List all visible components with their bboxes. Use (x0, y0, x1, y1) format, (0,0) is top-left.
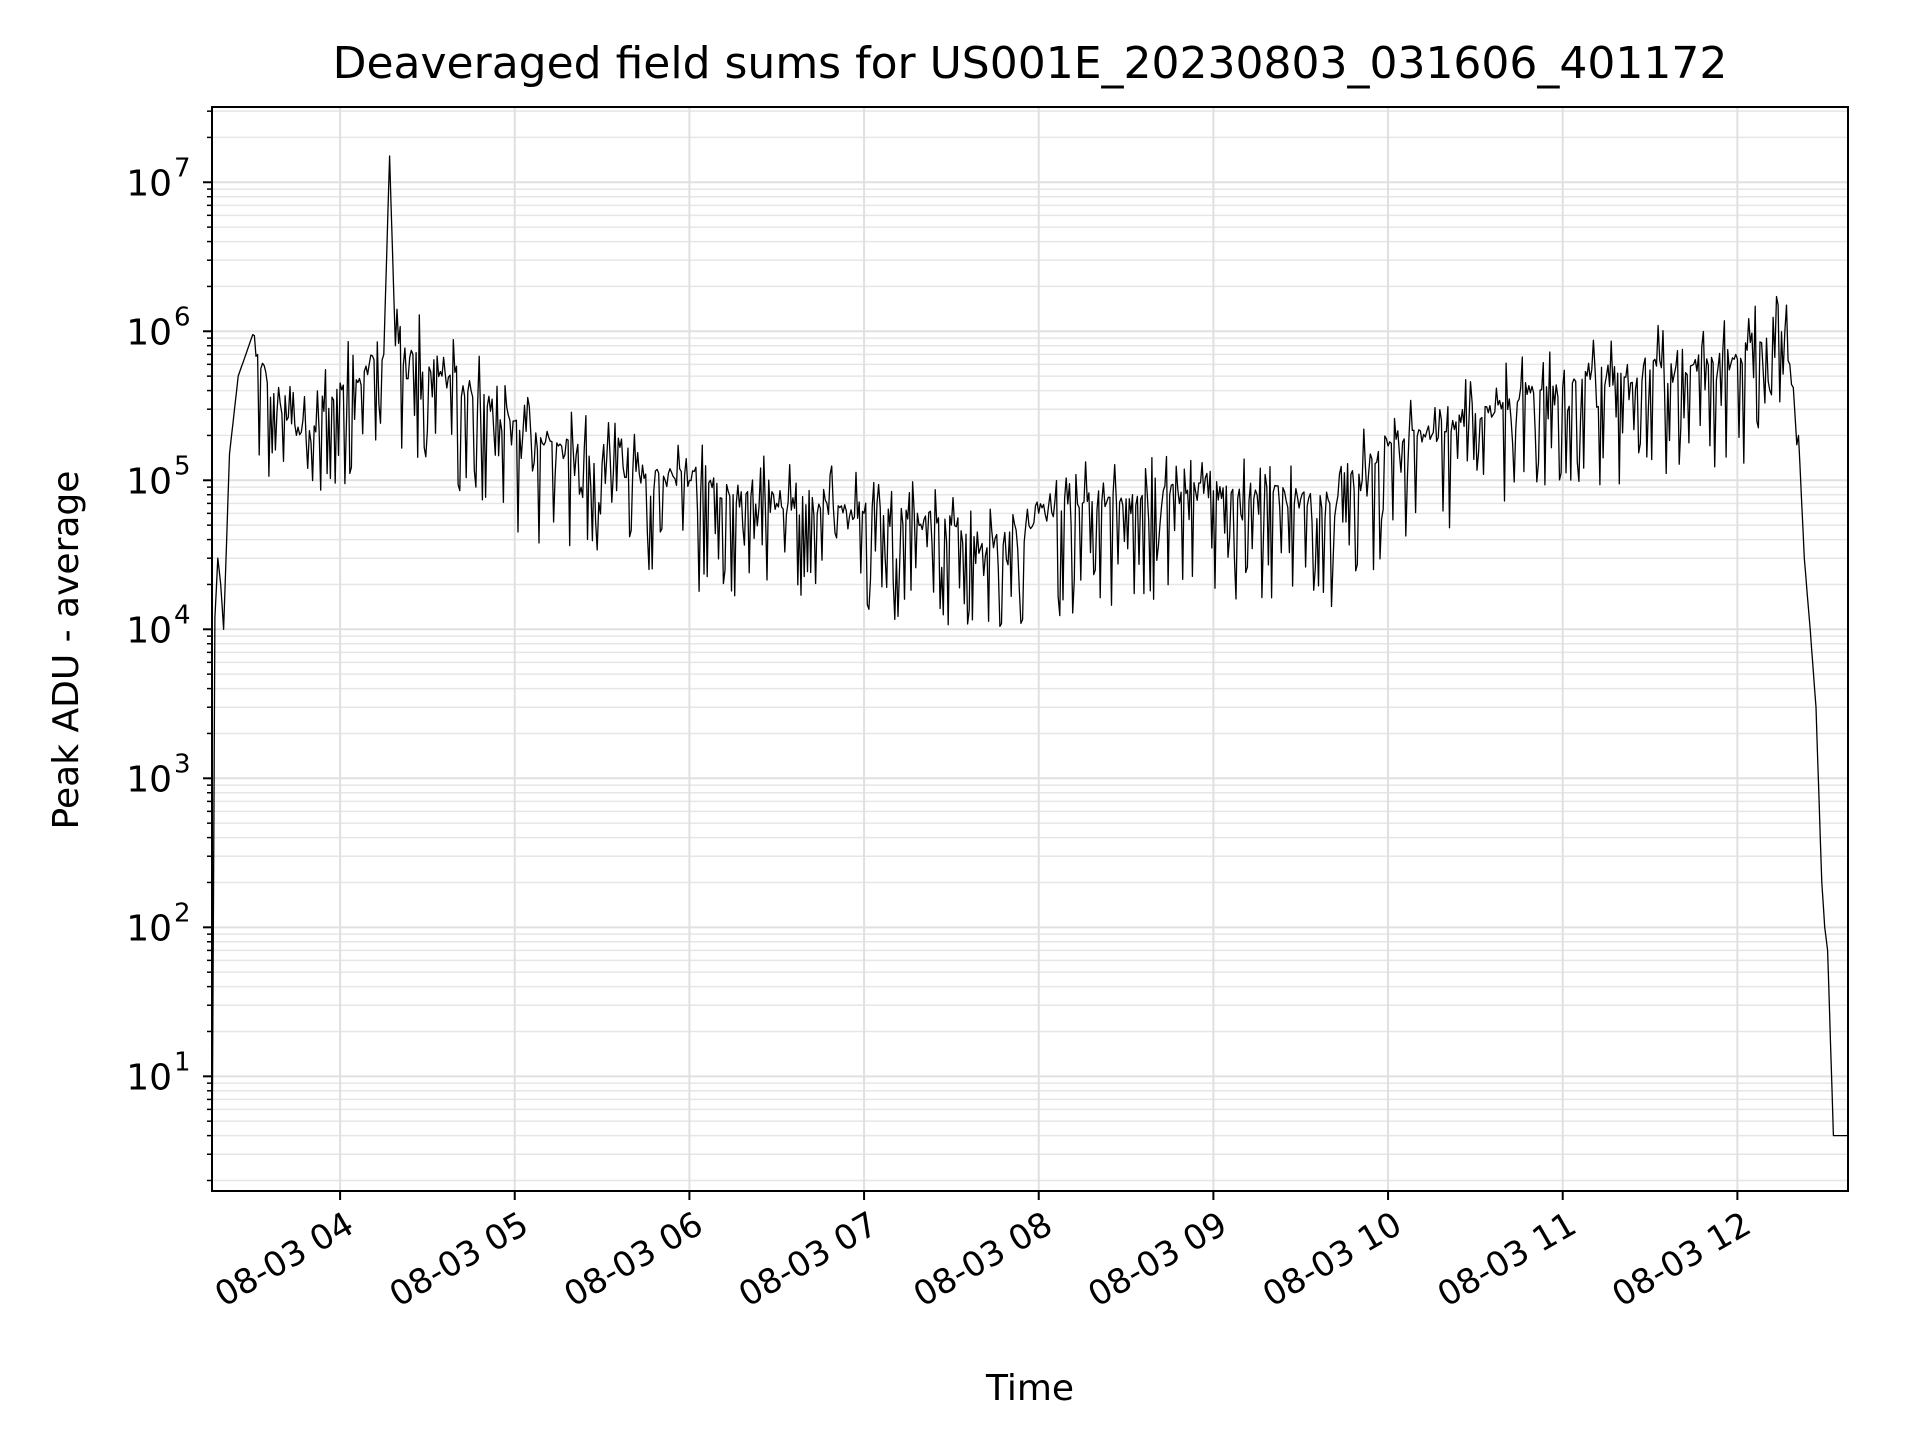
y-tick-label: 10 (126, 759, 172, 800)
series-layer (211, 155, 1848, 1181)
y-tick-label: 10 (126, 461, 172, 502)
y-tick-exponent: 1 (174, 1047, 191, 1077)
y-tick-exponent: 2 (174, 898, 191, 928)
y-tick-exponent: 4 (174, 600, 191, 630)
y-tick-label: 10 (126, 312, 172, 353)
grid-lines (212, 107, 1848, 1191)
y-tick-label: 10 (126, 1057, 172, 1098)
y-tick-exponent: 5 (174, 451, 191, 481)
y-tick-label: 10 (126, 908, 172, 949)
chart-title: Deaveraged field sums for US001E_2023080… (333, 38, 1728, 89)
x-axis-label: Time (985, 1368, 1074, 1409)
y-tick-exponent: 3 (174, 749, 191, 779)
y-tick-label: 10 (126, 610, 172, 651)
y-axis-label: Peak ADU - average (46, 471, 87, 830)
plot-frame (211, 106, 1849, 1192)
y-tick-label: 10 (126, 163, 172, 204)
series-line (211, 155, 1848, 1181)
y-tick-exponent: 6 (174, 302, 191, 332)
y-tick-exponent: 7 (174, 153, 191, 183)
